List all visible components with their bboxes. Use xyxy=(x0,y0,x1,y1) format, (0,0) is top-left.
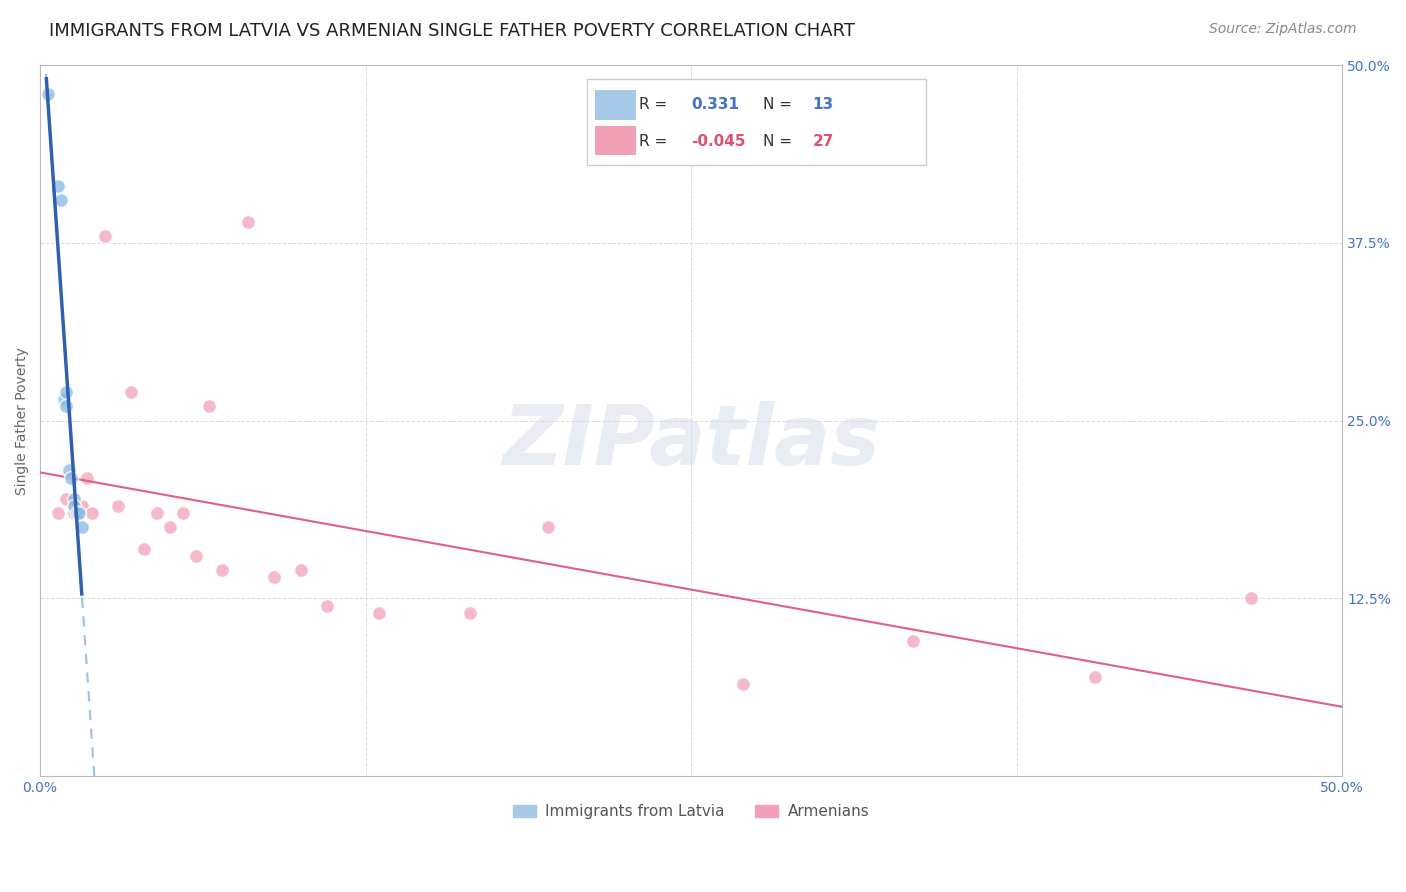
Point xyxy=(65,506,87,520)
Point xyxy=(1084,670,1107,684)
Point xyxy=(52,392,75,407)
Point xyxy=(458,606,481,620)
Point xyxy=(159,520,181,534)
Text: -0.045: -0.045 xyxy=(692,134,745,149)
FancyBboxPatch shape xyxy=(595,126,637,155)
Point xyxy=(211,563,233,577)
Point xyxy=(172,506,194,520)
Point xyxy=(186,549,208,563)
Point xyxy=(76,470,98,484)
Point xyxy=(55,400,77,414)
Text: 13: 13 xyxy=(813,97,834,112)
Text: 27: 27 xyxy=(813,134,834,149)
FancyBboxPatch shape xyxy=(588,79,925,165)
Point xyxy=(120,385,142,400)
Point xyxy=(198,400,221,414)
FancyBboxPatch shape xyxy=(595,90,637,120)
Point xyxy=(70,499,93,513)
Point xyxy=(63,506,86,520)
Point xyxy=(94,228,117,243)
Text: N =: N = xyxy=(763,134,797,149)
Text: 0.331: 0.331 xyxy=(692,97,740,112)
Text: N =: N = xyxy=(763,97,797,112)
Point xyxy=(263,570,285,584)
Text: Source: ZipAtlas.com: Source: ZipAtlas.com xyxy=(1209,22,1357,37)
Point xyxy=(46,179,69,194)
Legend: Immigrants from Latvia, Armenians: Immigrants from Latvia, Armenians xyxy=(508,798,876,825)
Point xyxy=(290,563,312,577)
Text: R =: R = xyxy=(640,134,672,149)
Point xyxy=(134,541,156,556)
Point xyxy=(70,520,93,534)
Point xyxy=(146,506,169,520)
Point xyxy=(63,491,86,506)
Text: ZIPatlas: ZIPatlas xyxy=(502,401,880,483)
Point xyxy=(315,599,337,613)
Point xyxy=(60,470,83,484)
Point xyxy=(55,491,77,506)
Point xyxy=(46,506,69,520)
Point xyxy=(82,506,104,520)
Point xyxy=(37,87,59,101)
Point xyxy=(58,463,80,477)
Point xyxy=(367,606,389,620)
Point xyxy=(537,520,560,534)
Y-axis label: Single Father Poverty: Single Father Poverty xyxy=(15,347,30,494)
Point xyxy=(1240,591,1263,606)
Text: IMMIGRANTS FROM LATVIA VS ARMENIAN SINGLE FATHER POVERTY CORRELATION CHART: IMMIGRANTS FROM LATVIA VS ARMENIAN SINGL… xyxy=(49,22,855,40)
Point xyxy=(67,506,90,520)
Point xyxy=(63,499,86,513)
Point xyxy=(107,499,129,513)
Point xyxy=(49,193,72,207)
Point xyxy=(901,634,924,648)
Point xyxy=(733,677,755,691)
Point xyxy=(238,214,260,228)
Point xyxy=(55,385,77,400)
Text: R =: R = xyxy=(640,97,672,112)
